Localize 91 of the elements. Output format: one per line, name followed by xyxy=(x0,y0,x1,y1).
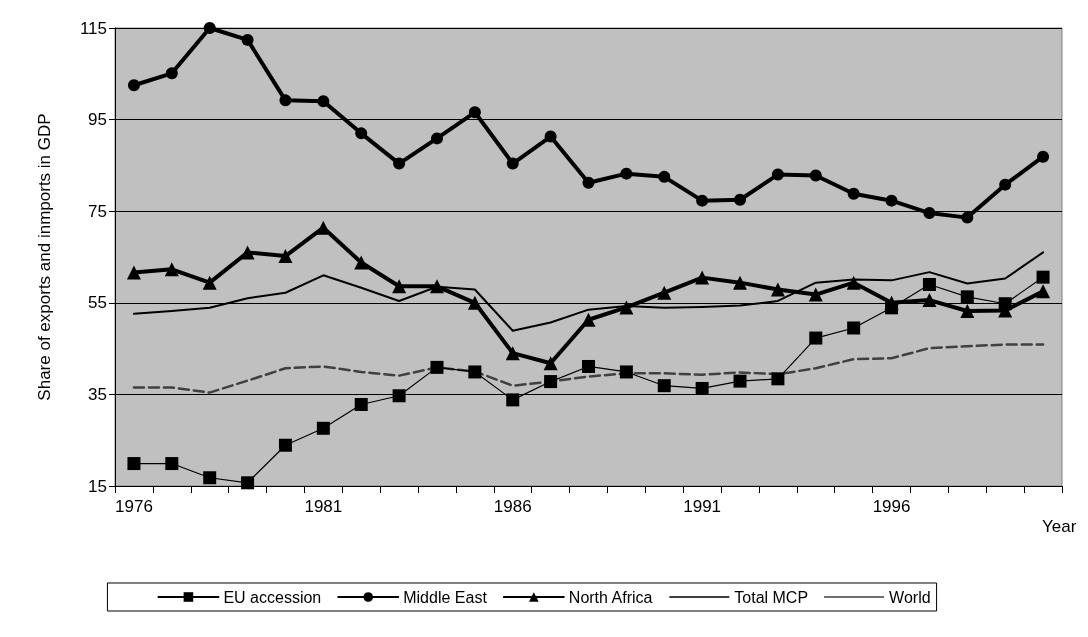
point xyxy=(999,178,1012,191)
point xyxy=(506,393,520,407)
point xyxy=(316,421,330,435)
point xyxy=(203,22,216,34)
x-tick-label: 1981 xyxy=(304,497,343,516)
point xyxy=(771,372,785,386)
y-tick-label: 95 xyxy=(88,110,107,130)
point xyxy=(127,457,141,471)
point xyxy=(392,279,407,294)
point xyxy=(430,360,444,374)
point xyxy=(960,290,974,304)
point xyxy=(241,476,255,490)
point xyxy=(1036,284,1051,299)
y-tick-label: 75 xyxy=(88,201,107,221)
point xyxy=(278,249,293,264)
line-series xyxy=(132,343,1045,394)
point xyxy=(429,279,444,294)
point xyxy=(582,176,595,189)
y-axis-title: Share of exports and inmports in GDP xyxy=(35,113,54,401)
point xyxy=(202,275,217,290)
point xyxy=(468,106,481,119)
point xyxy=(278,438,292,452)
point xyxy=(241,33,254,46)
point xyxy=(203,471,217,485)
point xyxy=(657,379,671,393)
point xyxy=(847,321,861,335)
point xyxy=(581,312,596,327)
point xyxy=(165,457,179,471)
point xyxy=(544,130,557,143)
x-axis-title: Year xyxy=(1042,517,1077,536)
point xyxy=(809,331,823,345)
point xyxy=(733,374,747,388)
point xyxy=(582,359,595,373)
point xyxy=(240,245,255,260)
point xyxy=(619,365,633,379)
y-tick-label: 35 xyxy=(88,384,107,404)
point xyxy=(885,194,898,207)
y-tick-label: 15 xyxy=(88,476,107,496)
point xyxy=(658,170,671,183)
point xyxy=(922,293,937,308)
point xyxy=(430,132,443,145)
point xyxy=(696,194,709,207)
legend-label: World xyxy=(889,588,931,606)
point xyxy=(960,304,975,319)
point xyxy=(279,94,292,107)
point xyxy=(734,193,747,206)
legend-label: North Africa xyxy=(568,588,653,606)
y-tick-label: 55 xyxy=(88,293,107,313)
point xyxy=(657,285,672,300)
legend-label: Total MCP xyxy=(734,588,809,606)
point xyxy=(165,67,178,80)
point xyxy=(695,381,709,395)
x-tick-label: 1986 xyxy=(493,497,532,516)
point xyxy=(846,275,861,290)
point xyxy=(467,295,482,310)
point xyxy=(998,297,1012,311)
point xyxy=(355,127,368,140)
point xyxy=(354,255,369,270)
point xyxy=(620,167,633,180)
legend-label: Middle East xyxy=(403,588,488,606)
point xyxy=(544,375,558,389)
point xyxy=(317,95,330,108)
point xyxy=(808,287,823,302)
point xyxy=(126,265,141,280)
point xyxy=(923,207,936,220)
point xyxy=(1037,150,1050,163)
point xyxy=(961,211,974,224)
y-tick-label: 115 xyxy=(79,18,107,38)
legend-label: EU accession xyxy=(223,588,322,606)
point xyxy=(468,365,482,379)
point xyxy=(127,79,140,92)
x-tick-label: 1976 xyxy=(115,497,153,516)
point xyxy=(505,346,520,361)
point xyxy=(1036,270,1050,284)
point xyxy=(543,356,558,371)
point xyxy=(733,275,748,290)
point xyxy=(393,157,406,170)
point xyxy=(922,277,936,291)
point xyxy=(770,282,785,297)
point xyxy=(771,168,784,181)
point xyxy=(847,187,860,200)
point xyxy=(809,169,822,182)
point xyxy=(164,262,179,277)
point xyxy=(885,301,899,315)
point xyxy=(506,157,519,170)
x-tick-label: 1991 xyxy=(683,497,722,516)
point xyxy=(354,397,368,411)
point xyxy=(695,270,710,285)
x-tick-label: 1996 xyxy=(872,497,911,516)
point xyxy=(619,300,634,315)
point xyxy=(392,389,406,403)
